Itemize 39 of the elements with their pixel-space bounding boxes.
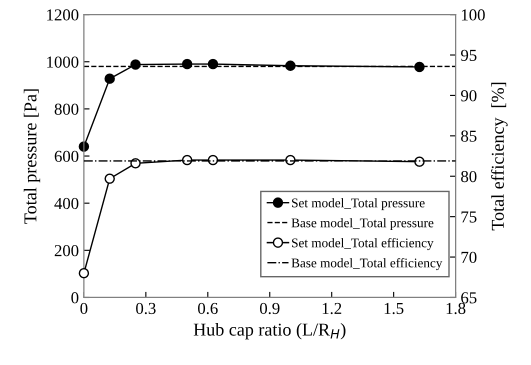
point [414,62,425,72]
y-tick-label: 1200 [47,9,78,21]
x-tick-label: 0.6 [198,302,218,314]
x-tick-label: 0 [80,302,88,314]
legend-label: Base model_Total pressure [292,218,434,230]
point [208,58,218,70]
x-tick-label: 1.8 [446,302,466,314]
y2-tick-label: 95 [460,50,476,61]
y-tick-label: 0 [71,292,78,304]
y2-axis-title: Total efficiency [%] [491,82,508,230]
x-tick-label: 0.9 [260,302,280,314]
y-tick-label: 1000 [47,56,78,68]
point [130,59,141,70]
x-axis-title: Hub cap ratio (L/R$_{H}$) [194,323,346,340]
y2-tick-label: 70 [462,252,476,264]
y-tick-label: 600 [54,150,78,162]
y2-tick-label: 75 [462,212,476,223]
y-axis-title: Total pressure [Pa] [24,89,40,224]
y2-tick-label: 65 [461,292,476,304]
point [104,74,115,84]
y-tick-label: 200 [54,245,78,256]
point [78,268,90,278]
point [208,154,218,166]
y2-tick-label: 100 [462,9,485,21]
point [285,60,296,71]
y-tick-label: 800 [54,104,78,115]
point [414,156,425,167]
x-tick-label: 1.2 [322,302,342,314]
point [182,58,192,70]
y2-tick-label: 80 [461,170,476,182]
y2-tick-label: 90 [460,90,476,102]
x-tick-label: 0.3 [136,302,156,314]
x-tick-label: 1.5 [384,302,404,314]
point [104,173,115,184]
legend-label: Set model_Total efficiency [292,238,434,250]
legend-label: Base model_Total efficiency [292,258,442,270]
y2-tick-label: 85 [461,130,476,142]
legend-label: Set model_Total pressure [292,198,425,210]
y-tick-label: 400 [54,198,78,210]
